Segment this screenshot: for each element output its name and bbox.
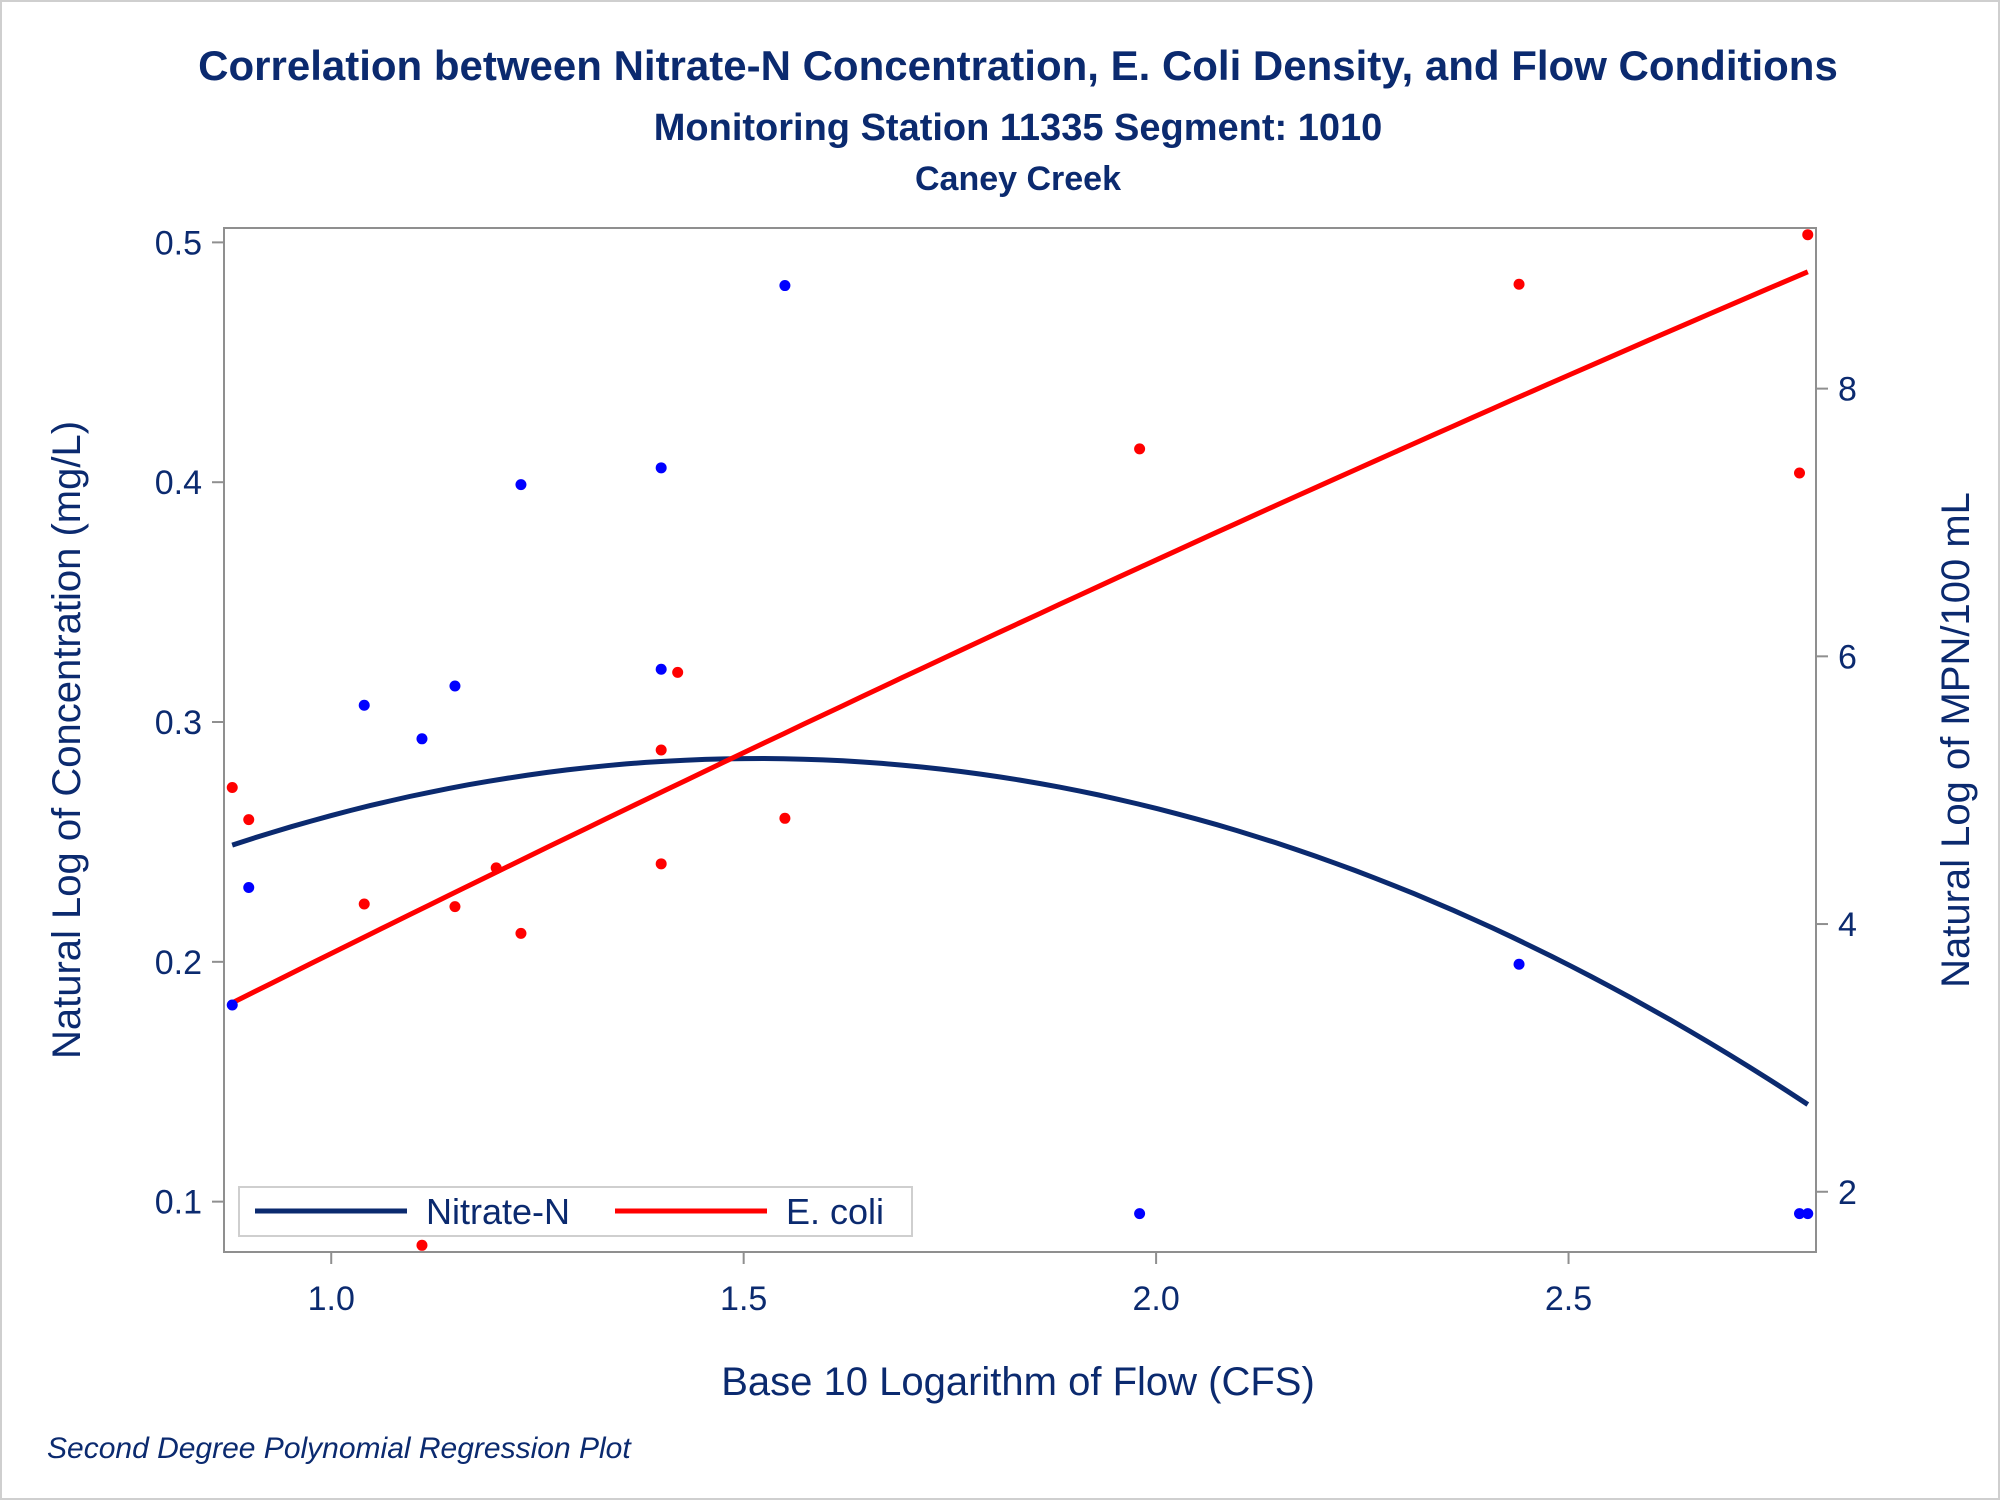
point-e-coli — [1802, 229, 1814, 241]
y2-tick-label: 6 — [1838, 638, 1857, 676]
point-nitrate-n — [226, 999, 238, 1011]
point-e-coli — [490, 862, 502, 874]
point-e-coli — [655, 744, 667, 756]
fit-line-nitrate-n — [231, 756, 1810, 1107]
point-e-coli — [655, 858, 667, 870]
point-e-coli — [449, 901, 461, 913]
y-axis-left: 0.1 0.2 0.3 0.4 0.5 — [155, 224, 224, 1222]
y2-tick-label: 4 — [1838, 906, 1857, 944]
x-tick-label: 2.5 — [1545, 1280, 1592, 1318]
plot-area — [223, 227, 1817, 1253]
chart-subtitle-2: Caney Creek — [915, 160, 1121, 198]
y-tick-label: 0.5 — [155, 224, 202, 262]
x-tick-label: 2.0 — [1132, 1280, 1179, 1318]
legend-box — [238, 1186, 913, 1237]
chart-title: Correlation between Nitrate-N Concentrat… — [198, 42, 1838, 89]
x-tick-label: 1.5 — [720, 1280, 767, 1318]
y-tick-label: 0.2 — [155, 944, 202, 982]
point-e-coli — [416, 1239, 428, 1251]
y-axis-right: 2 4 6 8 — [1816, 371, 1857, 1212]
point-nitrate-n — [416, 733, 428, 745]
point-nitrate-n — [243, 881, 255, 893]
regression-curves — [231, 269, 1810, 1107]
point-e-coli — [1513, 278, 1525, 290]
point-nitrate-n — [1802, 1208, 1814, 1220]
point-e-coli — [1794, 467, 1806, 479]
fit-line-e-coli — [231, 269, 1809, 1006]
point-e-coli — [1134, 443, 1146, 455]
point-nitrate-n — [358, 699, 370, 711]
y-tick-label: 0.1 — [155, 1184, 202, 1222]
x-axis: 1.0 1.5 2.0 2.5 — [308, 1252, 1592, 1318]
point-nitrate-n — [1134, 1208, 1146, 1220]
point-nitrate-n — [779, 280, 791, 292]
x-axis-title: Base 10 Logarithm of Flow (CFS) — [721, 1360, 1315, 1404]
point-e-coli — [672, 666, 684, 678]
point-e-coli — [226, 782, 238, 794]
point-nitrate-n — [515, 479, 527, 491]
legend-label-nitrate: Nitrate-N — [426, 1191, 570, 1232]
y2-axis-title: Natural Log of MPN/100 mL — [1934, 492, 1978, 988]
point-nitrate-n — [449, 680, 461, 692]
point-nitrate-n — [1513, 958, 1525, 970]
x-tick-label: 1.0 — [308, 1280, 355, 1318]
legend-label-ecoli: E. coli — [786, 1191, 884, 1232]
footnote: Second Degree Polynomial Regression Plot — [47, 1432, 632, 1465]
legend: Nitrate-N E. coli — [238, 1186, 913, 1237]
chart-subtitle: Monitoring Station 11335 Segment: 1010 — [654, 107, 1383, 149]
point-e-coli — [515, 927, 527, 939]
y2-tick-label: 2 — [1838, 1174, 1857, 1212]
point-e-coli — [243, 814, 255, 826]
point-nitrate-n — [655, 663, 667, 675]
data-points — [226, 229, 1814, 1251]
point-e-coli — [779, 812, 791, 824]
y-axis-title: Natural Log of Concentration (mg/L) — [45, 421, 89, 1059]
y-tick-label: 0.3 — [155, 704, 202, 742]
point-nitrate-n — [655, 462, 667, 474]
y2-tick-label: 8 — [1838, 371, 1857, 409]
y-tick-label: 0.4 — [155, 464, 202, 502]
point-e-coli — [358, 898, 370, 910]
point-nitrate-n — [1794, 1208, 1806, 1220]
